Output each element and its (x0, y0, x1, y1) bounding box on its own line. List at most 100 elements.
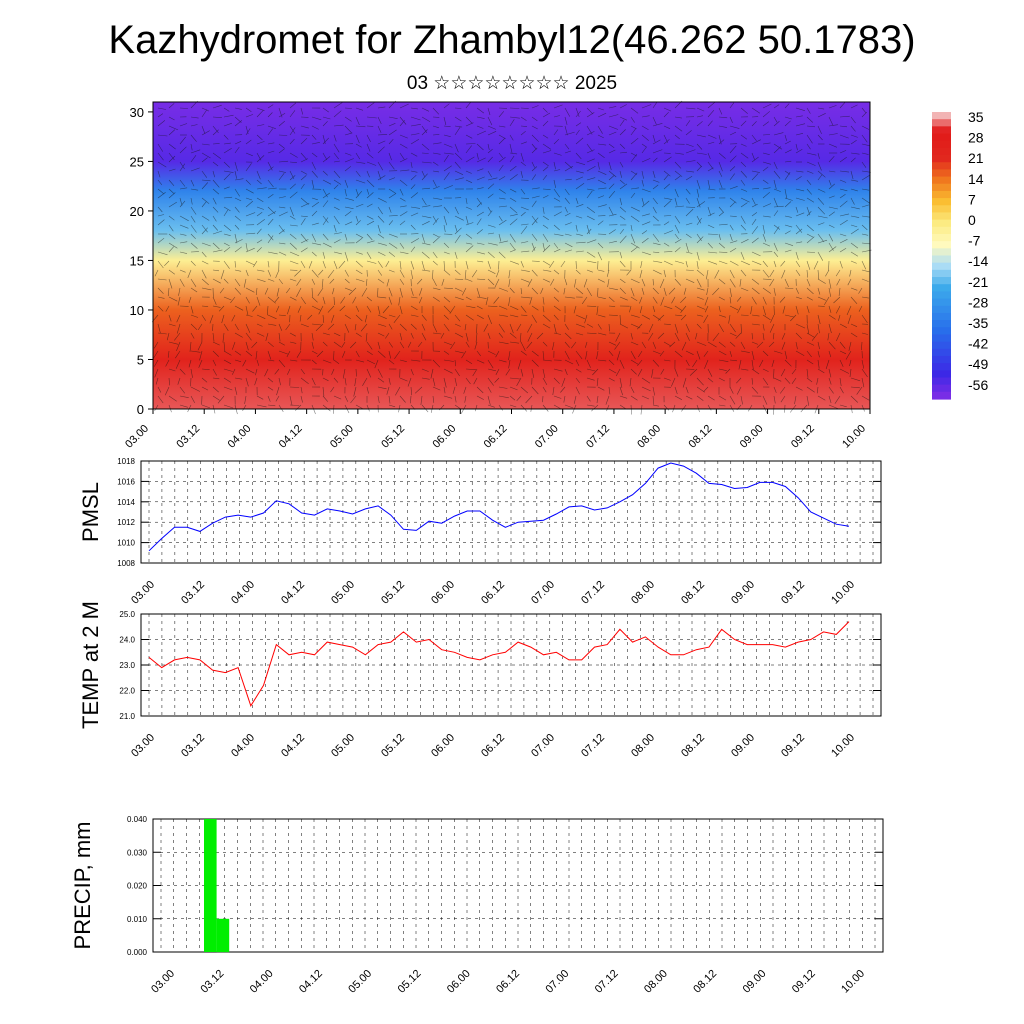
wind-barb (729, 125, 740, 129)
wind-barb (300, 202, 310, 208)
wind-barb (751, 332, 753, 340)
wind-barb (597, 204, 607, 208)
wind-barb (707, 368, 713, 377)
wind-barb (245, 179, 251, 185)
wind-barb (223, 142, 231, 145)
wind-barb (828, 170, 836, 173)
wind-barb (542, 269, 552, 272)
wind-barb (473, 377, 478, 385)
wind-barb (274, 296, 280, 303)
wind-barb (736, 296, 742, 302)
wind-barb (465, 145, 472, 154)
wind-barb (773, 395, 776, 404)
wind-barb (740, 120, 747, 127)
wind-barb (696, 251, 700, 261)
colorbar-label: 35 (968, 109, 984, 125)
wind-barb (443, 125, 451, 127)
wind-barb (663, 221, 670, 226)
wind-barb (729, 155, 737, 163)
wind-barb (377, 287, 379, 298)
wind-barb (575, 129, 580, 136)
wind-barb (168, 155, 176, 163)
wind-barb (255, 287, 258, 296)
wind-barb (377, 140, 386, 145)
wind-barb (168, 377, 170, 386)
wind-barb (784, 188, 788, 199)
wind-barb (333, 184, 339, 190)
wind-barb (267, 278, 275, 282)
wind-barb (519, 332, 522, 343)
wind-barb (790, 314, 797, 322)
wind-barb (696, 236, 704, 244)
wind-barb (286, 287, 291, 294)
wind-barb (344, 166, 352, 172)
wind-barb (300, 386, 303, 394)
wind-barb (321, 278, 324, 288)
wind-barb (465, 179, 473, 183)
x-tick-label: 07.12 (584, 423, 612, 451)
wind-barb (729, 166, 736, 172)
wind-barb (597, 107, 604, 111)
wind-barb (652, 359, 660, 367)
wind-barb (542, 188, 551, 190)
wind-barb (553, 269, 560, 275)
wind-barb (168, 242, 178, 249)
wind-barb (575, 137, 584, 145)
wind-barb (762, 111, 770, 118)
wind-barb (773, 386, 777, 393)
wind-barb (454, 161, 461, 169)
wind-barb (344, 188, 347, 197)
wind-barb (212, 242, 220, 250)
wind-barb (751, 203, 758, 208)
wind-barb (531, 166, 538, 172)
wind-barb (267, 211, 277, 217)
wind-barb (274, 368, 280, 375)
wind-barb (850, 179, 859, 182)
wind-barb (696, 201, 706, 208)
wind-barb (223, 122, 233, 127)
wind-barb (685, 233, 692, 238)
colorbar-segment (932, 391, 951, 400)
wind-barb (443, 377, 447, 388)
wind-barb (487, 125, 497, 130)
wind-barb (762, 242, 771, 247)
wind-barb (464, 395, 467, 403)
wind-barb (729, 386, 734, 394)
wind-barb (179, 395, 189, 398)
wind-barb (223, 147, 232, 154)
wind-barb (157, 278, 167, 281)
wind-barb (495, 350, 500, 358)
wind-barb (729, 240, 738, 244)
wind-barb (640, 260, 643, 268)
wind-barb (696, 152, 707, 155)
wind-barb (520, 152, 524, 162)
wind-barb (806, 305, 810, 314)
wind-barb (454, 332, 464, 338)
wind-barb (718, 139, 725, 145)
wind-barb (245, 260, 256, 266)
wind-barb (531, 386, 539, 395)
wind-barb (597, 152, 605, 159)
x-tick-label: 05.12 (379, 732, 407, 760)
wind-barb (817, 287, 821, 295)
wind-barb (671, 377, 676, 387)
colorbar-segment (932, 133, 951, 142)
wind-barb (707, 134, 717, 139)
wind-barb (494, 377, 500, 383)
wind-barb (850, 134, 858, 138)
wind-barb (861, 296, 869, 299)
wind-barb (861, 143, 870, 146)
wind-barb (795, 323, 806, 329)
wind-barb (564, 206, 568, 213)
wind-barb (331, 314, 335, 323)
wind-barb (388, 287, 393, 297)
wind-barb (508, 350, 511, 361)
wind-barb (454, 359, 456, 367)
wind-barb (509, 143, 513, 154)
wind-barb (806, 323, 810, 334)
wind-barb (255, 368, 258, 376)
wind-barb (516, 395, 522, 402)
wind-barb (616, 350, 621, 361)
wind-barb (300, 137, 308, 145)
wind-barb (520, 141, 527, 145)
